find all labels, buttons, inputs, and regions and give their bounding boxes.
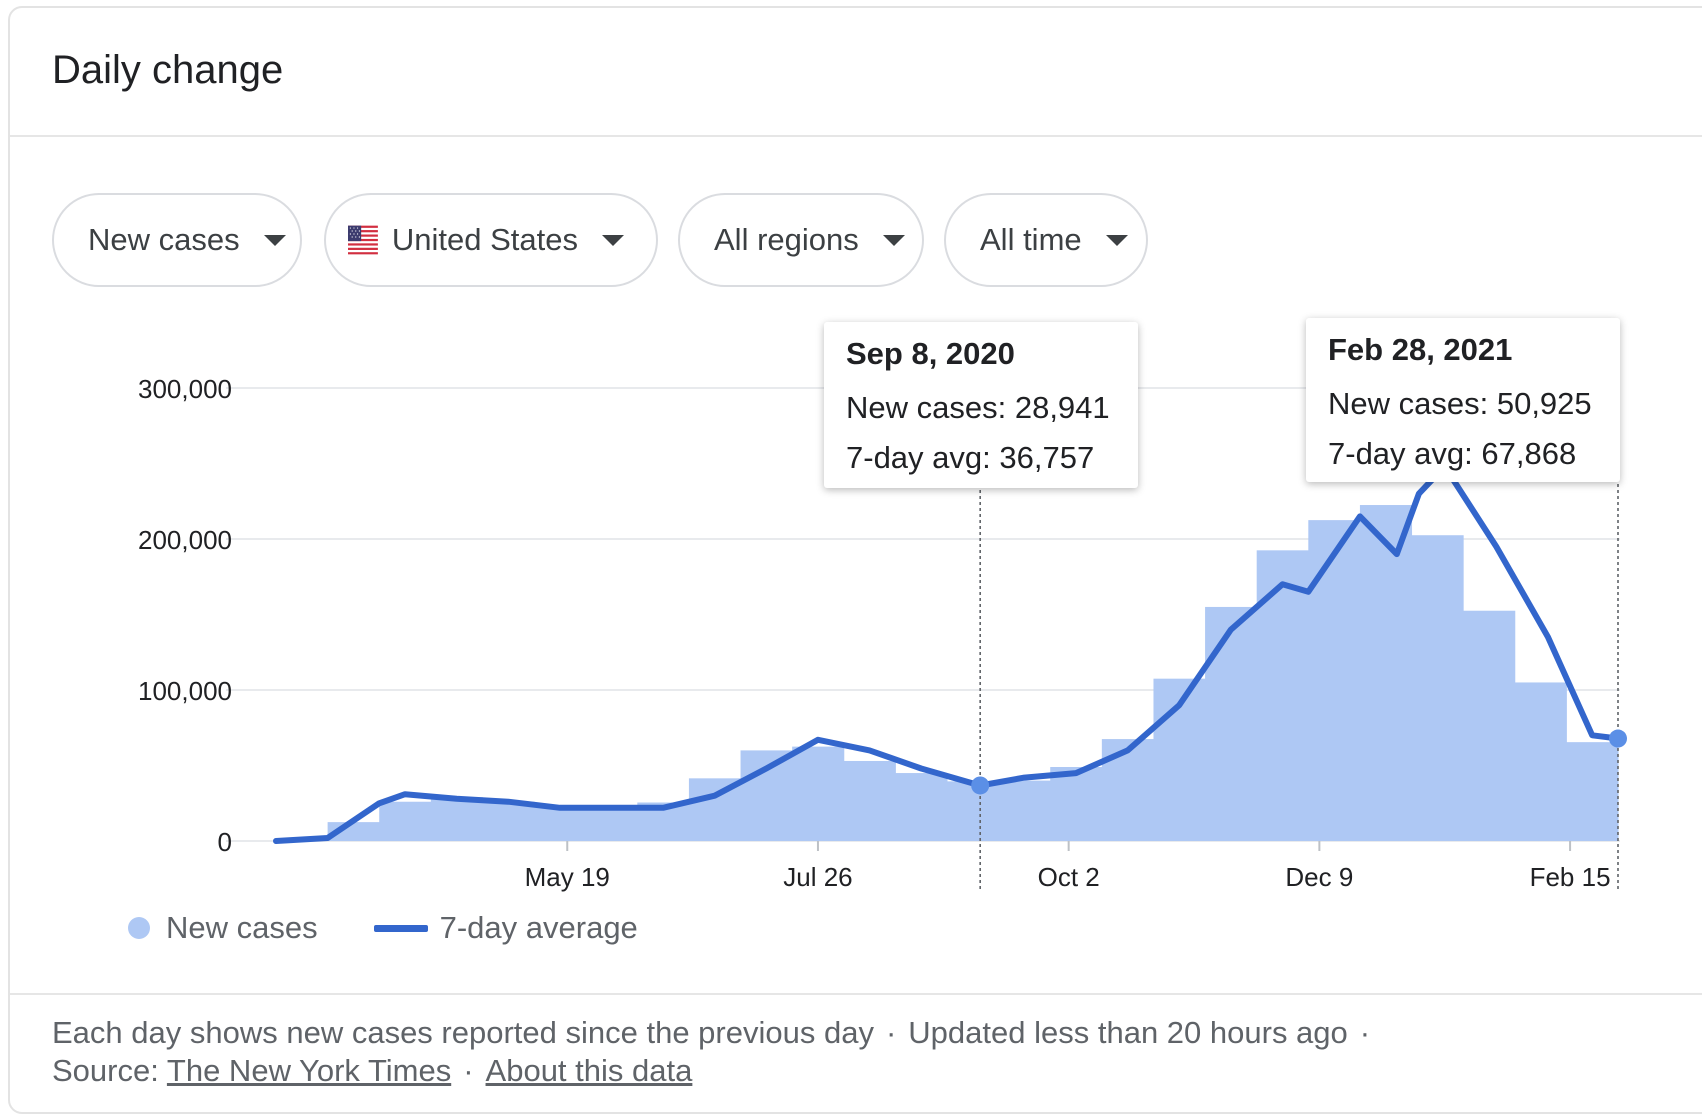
x-tick-label: Oct 2 (1038, 862, 1100, 892)
new-cases-bars (276, 505, 1619, 841)
y-tick-label: 300,000 (138, 374, 232, 404)
chart-legend: New cases 7-day average (128, 910, 638, 946)
seven-day-average-line (273, 463, 1621, 844)
country-dropdown[interactable]: United States (324, 193, 658, 287)
chevron-down-icon (1105, 234, 1128, 246)
legend-line-label: 7-day average (439, 910, 638, 945)
y-axis-ticks: 0 100,000 200,000 300,000 (138, 374, 232, 857)
region-dropdown-label: All regions (714, 222, 859, 257)
card-title: Daily change (52, 48, 284, 92)
footer-divider (10, 993, 1702, 995)
bar-segment (895, 773, 948, 841)
bar-segment (792, 746, 845, 841)
bar-segment (843, 760, 896, 841)
bar-segment (1359, 505, 1413, 841)
legend-bars-swatch (128, 917, 150, 939)
tooltip-date: Feb 28, 2021 (1328, 332, 1513, 367)
y-tick-label: 200,000 (138, 525, 232, 555)
footer-separator: · (885, 1015, 897, 1050)
chevron-down-icon (602, 234, 624, 246)
timerange-dropdown[interactable]: All time (944, 193, 1148, 287)
bar-segment (998, 780, 1051, 841)
chevron-down-icon (882, 234, 905, 246)
bar-segment (947, 781, 1000, 841)
highlight-point-0 (971, 776, 990, 795)
footer: Each day shows new cases reported since … (52, 1014, 1382, 1090)
x-tick-label: May 19 (525, 862, 610, 892)
tooltip-avg: 7-day avg: 36,757 (846, 440, 1095, 475)
x-axis-ticks: May 19 Jul 26 Oct 2 Dec 9 Feb 15 (525, 841, 1611, 892)
tooltip-date: Sep 8, 2020 (846, 336, 1015, 371)
bar-segment (1205, 606, 1258, 841)
bar-segment (1566, 742, 1619, 841)
bar-segment (379, 801, 432, 841)
x-tick-label: Jul 26 (783, 862, 852, 892)
metric-dropdown-label: New cases (88, 222, 240, 257)
legend-bars-label: New cases (166, 910, 318, 945)
source-link[interactable]: The New York Times (166, 1053, 452, 1088)
bar-segment (1463, 610, 1516, 841)
tooltip-avg: 7-day avg: 67,868 (1328, 436, 1577, 471)
footer-separator: · (1359, 1015, 1371, 1050)
y-tick-label: 100,000 (138, 676, 232, 706)
x-tick-label: Dec 9 (1285, 862, 1353, 892)
bar-segment (1514, 682, 1567, 841)
about-data-link[interactable]: About this data (485, 1053, 693, 1088)
chevron-down-icon (263, 234, 286, 246)
highlight-point-1 (1609, 729, 1627, 748)
bar-segment (534, 806, 587, 841)
footer-updated: Updated less than 20 hours ago (908, 1015, 1348, 1050)
country-dropdown-label: United States (391, 222, 578, 257)
bar-segment (1256, 550, 1309, 841)
bar-segment (430, 797, 483, 841)
header-divider (10, 135, 1702, 137)
metric-dropdown[interactable]: New cases (52, 193, 302, 287)
bar-segment (1411, 535, 1464, 841)
tooltip-feb-28: Feb 28, 2021 New cases: 50,925 7-day avg… (1306, 318, 1620, 482)
cases-chart[interactable]: 0 100,000 200,000 300,000 May 19 Jul 26 Oct 2… (0, 300, 1702, 900)
bar-segment (1050, 767, 1103, 841)
footer-note: Each day shows new cases reported since … (52, 1015, 874, 1050)
bar-segment (1308, 520, 1361, 841)
bar-segment (482, 801, 535, 841)
tooltip-new-cases: New cases: 28,941 (846, 390, 1110, 425)
x-tick-label: Feb 15 (1530, 862, 1611, 892)
bar-segment (585, 808, 638, 841)
us-flag-icon (348, 225, 378, 255)
bar-segment (740, 750, 793, 841)
legend-line-swatch (373, 924, 428, 932)
y-tick-label: 0 (218, 827, 232, 857)
bar-segment (1101, 739, 1154, 841)
timerange-dropdown-label: All time (980, 222, 1082, 257)
region-dropdown[interactable]: All regions (678, 193, 924, 287)
tooltip-new-cases: New cases: 50,925 (1328, 386, 1592, 421)
footer-separator: · (463, 1053, 474, 1088)
highlight-points (971, 729, 1627, 795)
footer-source-label: Source: (52, 1053, 159, 1088)
hover-guides (979, 484, 1619, 890)
tooltip-sep-8: Sep 8, 2020 New cases: 28,941 7-day avg:… (824, 322, 1138, 488)
